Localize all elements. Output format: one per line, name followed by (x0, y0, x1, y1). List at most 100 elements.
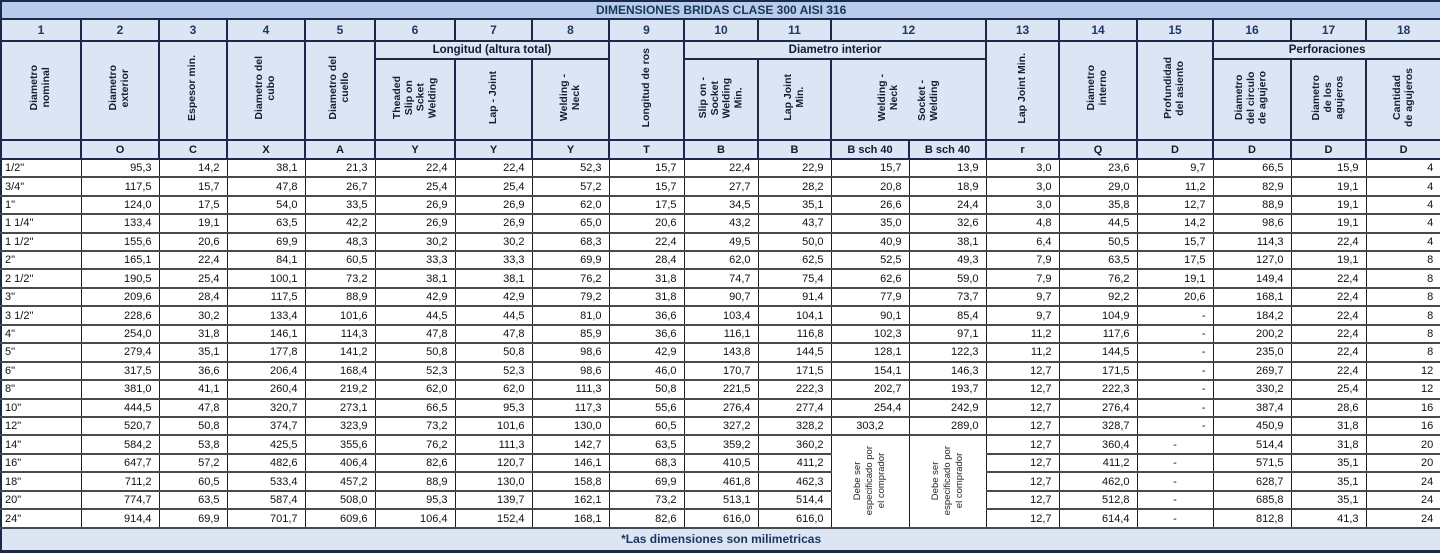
cell: 46,0 (608, 360, 685, 382)
cell: 42,9 (374, 286, 456, 308)
cell: 381,0 (80, 379, 160, 400)
cell: 812,8 (1212, 508, 1292, 529)
cell: 260,4 (226, 379, 306, 400)
cell: 104,1 (757, 305, 832, 326)
table-row: 1 1/2" 155,6 20,6 69,9 48,3 30,2 30,2 68,3 22,4 4… (0, 231, 1440, 253)
cell: 276,4 (683, 397, 759, 419)
cell: 50,5 (1058, 231, 1138, 253)
cell: 584,2 (80, 434, 160, 455)
letter-row: O C X A Y Y Y T B B B sch 40 B sch 40 r … (0, 139, 1440, 160)
cell: 4,8 (985, 213, 1060, 234)
cell: 97,1 (908, 323, 987, 345)
cell: 90,1 (830, 305, 910, 326)
cell: 12,7 (985, 360, 1060, 382)
cell: 20,6 (1136, 286, 1214, 308)
cell: 9,7 (985, 305, 1060, 326)
cell: 15,7 (830, 157, 910, 179)
cell: 9,7 (985, 286, 1060, 308)
cell: 12" (0, 415, 82, 437)
cell: 512,8 (1058, 489, 1138, 511)
cell: 24" (0, 508, 82, 529)
header-label: Diametro del circulo de agujero (1233, 70, 1269, 124)
letter-cell: C (158, 139, 228, 160)
letter-cell (0, 139, 82, 160)
letter-cell: T (608, 139, 685, 160)
cell: 4 (1365, 194, 1440, 216)
cell: 269,7 (1212, 360, 1292, 382)
cell: 65,0 (531, 213, 610, 234)
cell: 30,2 (374, 231, 456, 253)
cell: 59,0 (908, 268, 987, 289)
header-diametro-interno: Diametro interno (1058, 39, 1138, 142)
letter-cell: Y (374, 139, 456, 160)
cell: 47,8 (158, 397, 228, 419)
cell: 98,6 (1212, 213, 1292, 234)
cell: - (1136, 452, 1214, 474)
header-label: Socket - Welding (915, 80, 940, 121)
cell: 327,2 (683, 415, 759, 437)
cell: 273,1 (304, 397, 376, 419)
column-number-row: 1 2 3 4 5 6 7 8 9 10 11 12 13 14 15 16 1… (0, 18, 1440, 42)
cell: 23,6 (1058, 157, 1138, 179)
cell: 514,4 (757, 489, 832, 511)
cell: 355,6 (304, 434, 376, 455)
cell: 11,2 (985, 342, 1060, 363)
cell: 68,3 (608, 452, 685, 474)
cell: 158,8 (531, 471, 610, 492)
cell: 12,7 (985, 434, 1060, 455)
cell: 219,2 (304, 379, 376, 400)
col-number: 8 (531, 18, 610, 42)
table-row: 1 1/4" 133,4 19,1 63,5 42,2 26,9 26,9 65,0 20,6 4… (0, 213, 1440, 234)
cell: 141,2 (304, 342, 376, 363)
cell: 90,7 (683, 286, 759, 308)
letter-cell: B sch 40 (830, 139, 910, 160)
cell: 106,4 (374, 508, 456, 529)
cell: 47,8 (454, 323, 533, 345)
table-row: 14" 584,2 53,8 425,5 355,6 76,2 111,3 142,7 63,5… (0, 434, 1440, 529)
cell: 12,7 (985, 471, 1060, 492)
cell: 44,5 (374, 305, 456, 326)
table-row: 3/4" 117,5 15,7 47,8 26,7 25,4 25,4 57,2 15,7 27,… (0, 176, 1440, 197)
cell: 34,5 (683, 194, 759, 216)
cell: 20 (1365, 434, 1440, 455)
table-row: 2 1/2" 190,5 25,4 100,1 73,2 38,1 38,1 76,2 31,8… (0, 268, 1440, 289)
cell: 73,2 (374, 415, 456, 437)
col-number: 1 (0, 18, 82, 42)
cell: 18" (0, 471, 82, 492)
cell: 42,9 (608, 342, 685, 363)
cell: 98,6 (531, 342, 610, 363)
cell: 701,7 (226, 508, 306, 529)
cell: 254,4 (830, 397, 910, 419)
cell: 63,5 (158, 489, 228, 511)
letter-cell: Q (1058, 139, 1138, 160)
header-profundidad-asiento: Profundidad del asiento (1136, 39, 1214, 142)
cell: 57,2 (531, 176, 610, 197)
cell: 1/2" (0, 157, 82, 179)
header-label: Diametro interno (1085, 65, 1109, 111)
cell: 111,3 (454, 434, 533, 455)
cell: 124,0 (80, 194, 160, 216)
cell: 43,7 (757, 213, 832, 234)
cell: 202,7 (830, 379, 910, 400)
cell: 62,5 (757, 250, 832, 271)
merged-note-cell: Debe ser especificado por el comprador (908, 434, 987, 529)
cell: 276,4 (1058, 397, 1138, 419)
cell: 44,5 (454, 305, 533, 326)
cell: 62,0 (374, 379, 456, 400)
table-row: 1" 124,0 17,5 54,0 33,5 26,9 26,9 62,0 17,5 34,5 3… (0, 194, 1440, 216)
cell: - (1136, 305, 1214, 326)
cell: 26,9 (374, 194, 456, 216)
cell: 513,1 (683, 489, 759, 511)
cell: 31,8 (608, 268, 685, 289)
cell: 16 (1365, 415, 1440, 437)
cell: 323,9 (304, 415, 376, 437)
cell: 149,4 (1212, 268, 1292, 289)
cell: 104,9 (1058, 305, 1138, 326)
group-perforaciones: Perforaciones (1211, 39, 1440, 61)
cell: 20,6 (158, 231, 228, 253)
cell: 47,8 (374, 323, 456, 345)
cell: 76,2 (1058, 268, 1138, 289)
cell: 22,4 (1290, 268, 1367, 289)
